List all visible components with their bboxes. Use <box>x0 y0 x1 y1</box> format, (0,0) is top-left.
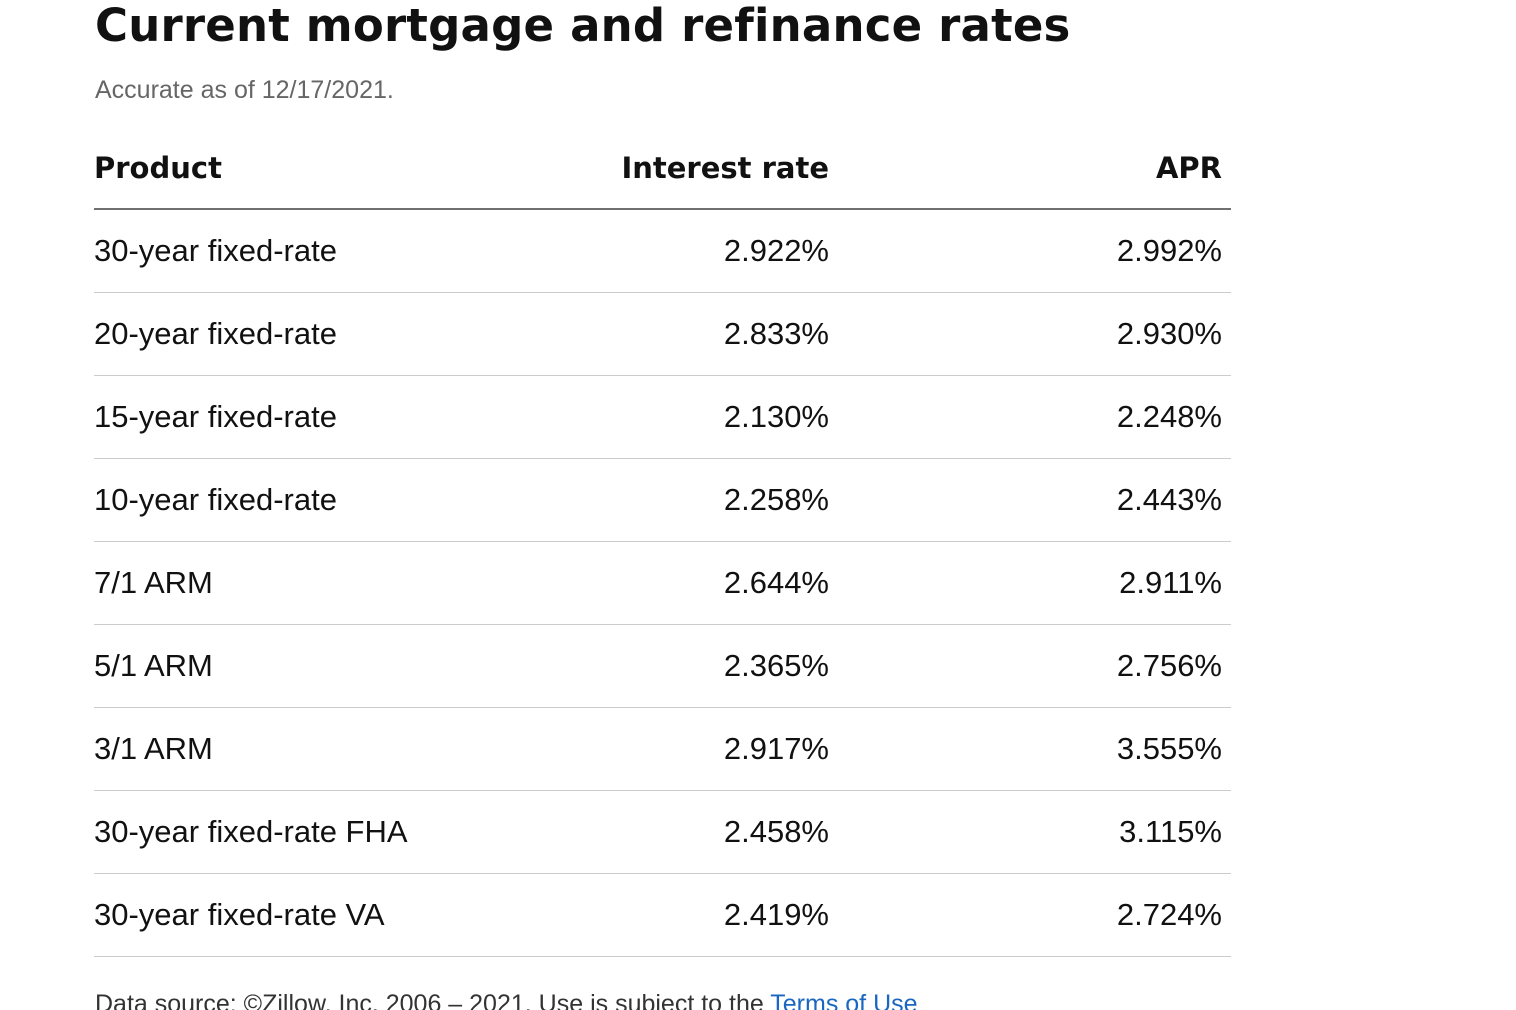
table-row: 7/1 ARM 2.644% 2.911% <box>94 541 1231 625</box>
interest-rate-cell: 2.458% <box>614 790 829 874</box>
apr-cell: 3.555% <box>829 707 1231 791</box>
product-cell: 5/1 ARM <box>94 624 614 708</box>
table-header-row: Product Interest rate APR <box>94 127 1231 210</box>
page-title: Current mortgage and refinance rates <box>95 0 1071 52</box>
apr-cell: 2.756% <box>829 624 1231 708</box>
interest-rate-cell: 2.130% <box>614 375 829 459</box>
product-cell: 10-year fixed-rate <box>94 458 614 542</box>
data-source-note: Data source: ©Zillow, Inc. 2006 – 2021. … <box>95 990 918 1010</box>
apr-cell: 2.724% <box>829 873 1231 957</box>
apr-cell: 2.930% <box>829 292 1231 376</box>
table-row: 15-year fixed-rate 2.130% 2.248% <box>94 375 1231 459</box>
product-cell: 30-year fixed-rate <box>94 209 614 293</box>
header-apr: APR <box>829 127 1231 210</box>
product-cell: 3/1 ARM <box>94 707 614 791</box>
product-cell: 15-year fixed-rate <box>94 375 614 459</box>
table-row: 10-year fixed-rate 2.258% 2.443% <box>94 458 1231 542</box>
accuracy-date: Accurate as of 12/17/2021. <box>95 76 394 104</box>
apr-cell: 2.443% <box>829 458 1231 542</box>
apr-cell: 2.911% <box>829 541 1231 625</box>
table-row: 30-year fixed-rate 2.922% 2.992% <box>94 209 1231 293</box>
table-row: 20-year fixed-rate 2.833% 2.930% <box>94 292 1231 376</box>
product-cell: 7/1 ARM <box>94 541 614 625</box>
product-cell: 30-year fixed-rate FHA <box>94 790 614 874</box>
apr-cell: 2.992% <box>829 209 1231 293</box>
interest-rate-cell: 2.419% <box>614 873 829 957</box>
interest-rate-cell: 2.258% <box>614 458 829 542</box>
terms-of-use-link[interactable]: Terms of Use <box>770 990 918 1010</box>
table-row: 5/1 ARM 2.365% 2.756% <box>94 624 1231 708</box>
apr-cell: 2.248% <box>829 375 1231 459</box>
table-row: 3/1 ARM 2.917% 3.555% <box>94 707 1231 791</box>
table-row: 30-year fixed-rate VA 2.419% 2.724% <box>94 873 1231 957</box>
rates-table: Product Interest rate APR 30-year fixed-… <box>94 127 1231 957</box>
interest-rate-cell: 2.365% <box>614 624 829 708</box>
apr-cell: 3.115% <box>829 790 1231 874</box>
product-cell: 20-year fixed-rate <box>94 292 614 376</box>
interest-rate-cell: 2.833% <box>614 292 829 376</box>
interest-rate-cell: 2.922% <box>614 209 829 293</box>
table-row: 30-year fixed-rate FHA 2.458% 3.115% <box>94 790 1231 874</box>
product-cell: 30-year fixed-rate VA <box>94 873 614 957</box>
interest-rate-cell: 2.917% <box>614 707 829 791</box>
header-interest-rate: Interest rate <box>614 127 829 210</box>
data-source-text: Data source: ©Zillow, Inc. 2006 – 2021. … <box>95 990 771 1010</box>
interest-rate-cell: 2.644% <box>614 541 829 625</box>
header-product: Product <box>94 127 614 210</box>
